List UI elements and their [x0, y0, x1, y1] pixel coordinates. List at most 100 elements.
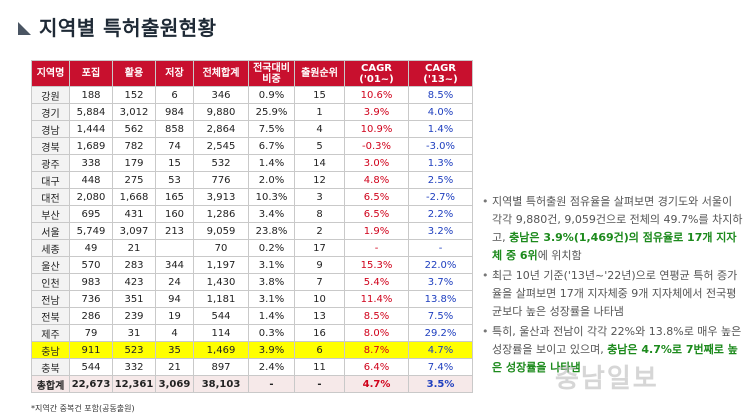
table-cell: 22,673: [69, 375, 113, 393]
table-cell: 10.6%: [344, 86, 409, 104]
table-cell: 6.5%: [344, 188, 409, 206]
table-cell: 1.4%: [248, 307, 295, 325]
table-cell: 21: [155, 358, 194, 376]
table-cell: 19: [155, 307, 194, 325]
region-cell: 총합계: [31, 375, 70, 393]
table-cell: 9,059: [193, 222, 249, 240]
table-row: 서울 5,749 3,097 213 9,059 23.8% 2 1.9% 3.2%: [31, 222, 473, 240]
table-cell: 283: [112, 256, 156, 274]
summary-bullets: 지역별 특허출원 점유율을 살펴보면 경기도와 서울이 각각 9,880건, 9…: [482, 193, 745, 379]
column-header: 지역명: [31, 60, 70, 87]
table-cell: -2.7%: [408, 188, 473, 206]
column-header: CAGR ('13~): [408, 60, 473, 87]
region-cell: 충북: [31, 358, 70, 376]
table-cell: -: [294, 375, 345, 393]
table-body: 강원 188 152 6 346 0.9% 15 10.6% 8.5% 경기 5,884 3,012 9…: [31, 86, 473, 393]
table-cell: -: [344, 239, 409, 257]
table-cell: -3.0%: [408, 137, 473, 155]
table-cell: 1,286: [193, 205, 249, 223]
region-cell: 광주: [31, 154, 70, 172]
table-cell: 2: [294, 222, 345, 240]
table-cell: 31: [112, 324, 156, 342]
table-cell: 179: [112, 154, 156, 172]
table-cell: 1,689: [69, 137, 113, 155]
region-cell: 대전: [31, 188, 70, 206]
table-cell: 4.7%: [408, 341, 473, 359]
table-header-row: 지역명 포집 활용 저장 전체합계 전국대비 비중 출원순위 CAGR ('01~) CAGR …: [31, 60, 473, 87]
table-cell: 7.5%: [248, 120, 295, 138]
table-cell: 570: [69, 256, 113, 274]
table-cell: 1,668: [112, 188, 156, 206]
table-cell: 7.5%: [408, 307, 473, 325]
table-cell: 2.2%: [408, 205, 473, 223]
table-cell: [155, 239, 194, 257]
table-row: 충북 544 332 21 897 2.4% 11 6.4% 7.4%: [31, 358, 473, 376]
region-cell: 서울: [31, 222, 70, 240]
table-cell: 9,880: [193, 103, 249, 121]
table-cell: 74: [155, 137, 194, 155]
table-row: 충남 911 523 35 1,469 3.9% 6 8.7% 4.7%: [31, 341, 473, 359]
table-row: 대구 448 275 53 776 2.0% 12 4.8% 2.5%: [31, 171, 473, 189]
table-cell: 275: [112, 171, 156, 189]
table-cell: 532: [193, 154, 249, 172]
bullet-text: 최근 10년 기준('13년~'22년)으로 연평균 특허 증가율을 살펴보면 …: [492, 269, 738, 318]
table-cell: 523: [112, 341, 156, 359]
table-row: 부산 695 431 160 1,286 3.4% 8 6.5% 2.2%: [31, 205, 473, 223]
region-cell: 경남: [31, 120, 70, 138]
table-cell: 3.5%: [408, 375, 473, 393]
table-row: 제주 79 31 4 114 0.3% 16 8.0% 29.2%: [31, 324, 473, 342]
column-header: 전체합계: [193, 60, 249, 87]
region-cell: 세종: [31, 239, 70, 257]
table-cell: 5,884: [69, 103, 113, 121]
table-cell: 10: [294, 290, 345, 308]
table-cell: -: [248, 375, 295, 393]
table-cell: 11: [294, 358, 345, 376]
table-row: 전남 736 351 94 1,181 3.1% 10 11.4% 13.8%: [31, 290, 473, 308]
region-cell: 제주: [31, 324, 70, 342]
table-cell: 3.1%: [248, 256, 295, 274]
table-cell: 8.7%: [344, 341, 409, 359]
table-cell: 3.0%: [344, 154, 409, 172]
table-cell: 8.5%: [344, 307, 409, 325]
table-cell: 114: [193, 324, 249, 342]
table-cell: 15.3%: [344, 256, 409, 274]
table-cell: 21: [112, 239, 156, 257]
page-title: 지역별 특허출원현황: [39, 16, 217, 40]
table-cell: 3.2%: [408, 222, 473, 240]
table-cell: -0.3%: [344, 137, 409, 155]
table-cell: 12,361: [112, 375, 156, 393]
table-cell: 544: [69, 358, 113, 376]
table-cell: 983: [69, 273, 113, 291]
table-cell: 0.9%: [248, 86, 295, 104]
footnote: *지역간 중복건 포함(공동출원): [31, 404, 135, 413]
table-cell: 695: [69, 205, 113, 223]
table-cell: 7.4%: [408, 358, 473, 376]
region-cell: 경기: [31, 103, 70, 121]
patent-table: 지역명 포집 활용 저장 전체합계 전국대비 비중 출원순위 CAGR ('01~) CAGR …: [31, 60, 473, 393]
table-cell: 5: [294, 137, 345, 155]
bullet-text: 에 위치함: [537, 249, 582, 262]
bullet-text: 지역별 특허출원 점유율을 살펴보면 경기도와 서울이 각각 9,880건, 9…: [492, 195, 743, 244]
bullet-text: 특히, 울산과 전남이 각각 22%와 13.8%로 매우 높은 성장률을 보이…: [492, 325, 742, 356]
title-block: 지역별 특허출원현황: [18, 12, 217, 41]
column-header: 출원순위: [294, 60, 345, 87]
region-cell: 전남: [31, 290, 70, 308]
table-cell: 3.7%: [408, 273, 473, 291]
table-cell: 94: [155, 290, 194, 308]
table-cell: 15: [294, 86, 345, 104]
table-cell: 1,181: [193, 290, 249, 308]
table-row: 인천 983 423 24 1,430 3.8% 7 5.4% 3.7%: [31, 273, 473, 291]
table-cell: 984: [155, 103, 194, 121]
region-cell: 대구: [31, 171, 70, 189]
table-cell: 448: [69, 171, 113, 189]
table-cell: 49: [69, 239, 113, 257]
table-cell: 11.4%: [344, 290, 409, 308]
table-cell: 4.8%: [344, 171, 409, 189]
table-cell: 5.4%: [344, 273, 409, 291]
table-cell: 3,097: [112, 222, 156, 240]
bullet-item: 최근 10년 기준('13년~'22년)으로 연평균 특허 증가율을 살펴보면 …: [482, 267, 745, 321]
table-row: 경기 5,884 3,012 984 9,880 25.9% 1 3.9% 4.0%: [31, 103, 473, 121]
table-cell: 3.8%: [248, 273, 295, 291]
table-cell: 286: [69, 307, 113, 325]
table-cell: 0.3%: [248, 324, 295, 342]
